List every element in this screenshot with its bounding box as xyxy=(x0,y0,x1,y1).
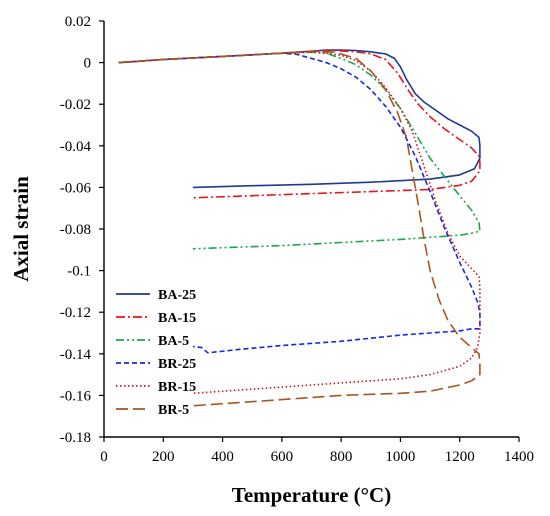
y-tick-label: -0.08 xyxy=(60,222,91,238)
x-tick-label: 1200 xyxy=(445,449,475,465)
y-tick-label: -0.18 xyxy=(60,430,91,446)
legend-label-ba-15: BA-15 xyxy=(158,311,196,326)
x-axis-title: Temperature (°C) xyxy=(232,483,391,507)
legend-label-br-25: BR-25 xyxy=(158,357,196,372)
legend-label-ba-5: BA-5 xyxy=(158,334,189,349)
y-tick-label: -0.16 xyxy=(60,388,92,404)
x-tick-label: 1000 xyxy=(385,449,415,465)
y-tick-label: 0 xyxy=(84,56,92,72)
series-line-br-25 xyxy=(118,52,481,354)
x-ticks: 0 200 400 600 800 1000 1200 1400 xyxy=(100,437,534,465)
y-tick-label: -0.1 xyxy=(67,264,91,280)
x-tick-label: 400 xyxy=(211,449,234,465)
series-line-br-5 xyxy=(118,50,481,407)
x-tick-label: 0 xyxy=(100,449,108,465)
y-ticks: 0.02 0 -0.02 -0.04 -0.06 -0.08 -0.1 -0.12 -0.14 -… xyxy=(60,14,104,446)
x-tick-label: 800 xyxy=(330,449,353,465)
legend: BA-25 BA-15 BA-5 BR-25 BR-15 BR-5 xyxy=(116,288,196,418)
y-tick-label: -0.12 xyxy=(60,305,91,321)
series-layer xyxy=(118,49,481,407)
y-tick-label: -0.02 xyxy=(60,97,91,113)
y-tick-label: -0.14 xyxy=(60,347,92,363)
x-tick-label: 1400 xyxy=(504,449,534,465)
y-axis-title: Axial strain xyxy=(9,176,33,282)
x-tick-label: 600 xyxy=(271,449,294,465)
series-line-ba-25 xyxy=(118,49,481,189)
legend-label-ba-25: BA-25 xyxy=(158,288,196,303)
x-tick-label: 200 xyxy=(152,449,175,465)
legend-label-br-5: BR-5 xyxy=(158,403,189,418)
y-tick-label: 0.02 xyxy=(65,14,91,30)
y-tick-label: -0.06 xyxy=(60,180,92,196)
legend-label-br-15: BR-15 xyxy=(158,380,196,395)
y-tick-label: -0.04 xyxy=(60,139,92,155)
